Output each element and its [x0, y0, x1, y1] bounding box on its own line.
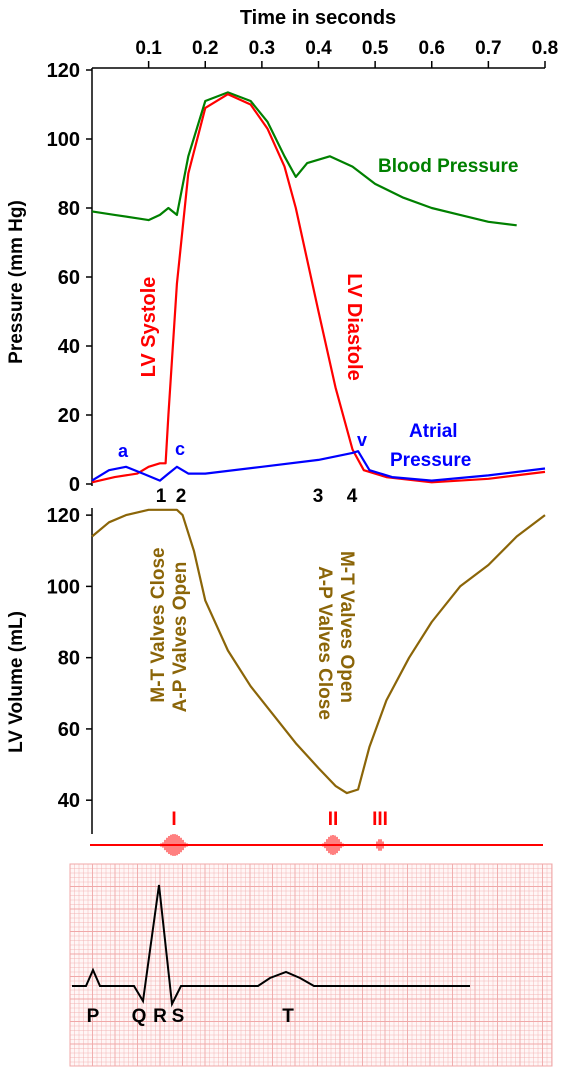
heart-sounds	[160, 834, 386, 856]
pressure-y-tick-label: 100	[47, 129, 80, 151]
ecg-label-r: R	[153, 1006, 167, 1027]
x-tick-label: 0.2	[192, 38, 218, 59]
x-tick-labels: 0.1 0.2 0.3 0.4 0.5 0.6 0.7 0.8	[135, 38, 558, 68]
legend-blood-pressure: Blood Pressure	[378, 156, 518, 177]
wave-label-c: c	[175, 439, 185, 459]
pressure-y-tick-label: 60	[58, 267, 80, 289]
x-tick-label: 0.4	[305, 38, 332, 59]
ecg-label-q: Q	[132, 1006, 147, 1027]
ecg-label-t: T	[282, 1006, 294, 1027]
annotation-pressure: Pressure	[390, 450, 471, 471]
pressure-axes: 0 20 40 60 80 100 120	[47, 60, 545, 496]
series-atrial-pressure	[91, 450, 546, 482]
annotation-lv-systole: LV Systole	[138, 277, 160, 378]
heart-sound-i	[160, 834, 188, 856]
volume-y-tick-label: 80	[58, 648, 80, 670]
ecg-grid	[69, 863, 553, 1067]
annotation-ap-valves-open: A-P Valves Open	[170, 562, 191, 713]
heart-sound-ii	[322, 835, 344, 855]
volume-y-tick-label: 40	[58, 790, 80, 812]
sound-label-iii: III	[372, 809, 388, 830]
ecg-label-s: S	[172, 1006, 185, 1027]
series-lv-pressure	[91, 93, 546, 484]
ecg-trace	[72, 884, 470, 1008]
pressure-y-tick-label: 120	[47, 60, 80, 82]
annotation-mt-valves-close: M-T Valves Close	[148, 547, 169, 702]
wave-label-a: a	[118, 441, 129, 461]
volume-series	[91, 508, 546, 795]
series-arterial-pressure	[91, 91, 517, 227]
event-label-3: 3	[313, 486, 324, 507]
volume-y-tick-label: 60	[58, 719, 80, 741]
sound-label-ii: II	[328, 809, 339, 830]
y-axis-title-pressure: Pressure (mm Hg)	[6, 200, 27, 364]
sound-label-i: I	[171, 809, 176, 830]
x-tick-label: 0.3	[249, 38, 275, 59]
event-label-4: 4	[347, 486, 358, 507]
x-tick-label: 0.8	[532, 38, 558, 59]
annotation-mt-valves-open: M-T Valves Open	[336, 551, 357, 703]
event-label-1: 1	[156, 486, 167, 507]
x-tick-label: 0.5	[362, 38, 389, 59]
pressure-y-tick-label: 40	[58, 336, 80, 358]
pressure-y-tick-label: 0	[69, 474, 80, 496]
event-label-2: 2	[176, 486, 187, 507]
pressure-series	[91, 91, 546, 484]
heart-sound-iii	[374, 839, 386, 851]
annotation-atrial: Atrial	[409, 421, 458, 442]
series-lv-volume	[91, 508, 546, 795]
x-tick-label: 0.6	[419, 38, 445, 59]
volume-y-tick-label: 120	[47, 505, 80, 527]
annotation-lv-diastole: LV Diastole	[343, 273, 365, 380]
volume-axes: 40 60 80 100 120	[47, 505, 93, 834]
x-tick-label: 0.7	[475, 38, 501, 59]
pressure-y-tick-label: 80	[58, 198, 80, 220]
volume-y-tick-label: 100	[47, 576, 80, 598]
x-axis-title: Time in seconds	[240, 7, 396, 29]
ecg-label-p: P	[87, 1006, 100, 1027]
annotation-ap-valves-close: A-P Valves Close	[314, 566, 335, 720]
ecg-grid-background	[69, 863, 553, 1067]
pressure-y-tick-label: 20	[58, 405, 80, 427]
x-tick-label: 0.1	[135, 38, 162, 59]
y-axis-title-volume: LV Volume (mL)	[6, 611, 27, 753]
wave-label-v: v	[357, 430, 367, 450]
